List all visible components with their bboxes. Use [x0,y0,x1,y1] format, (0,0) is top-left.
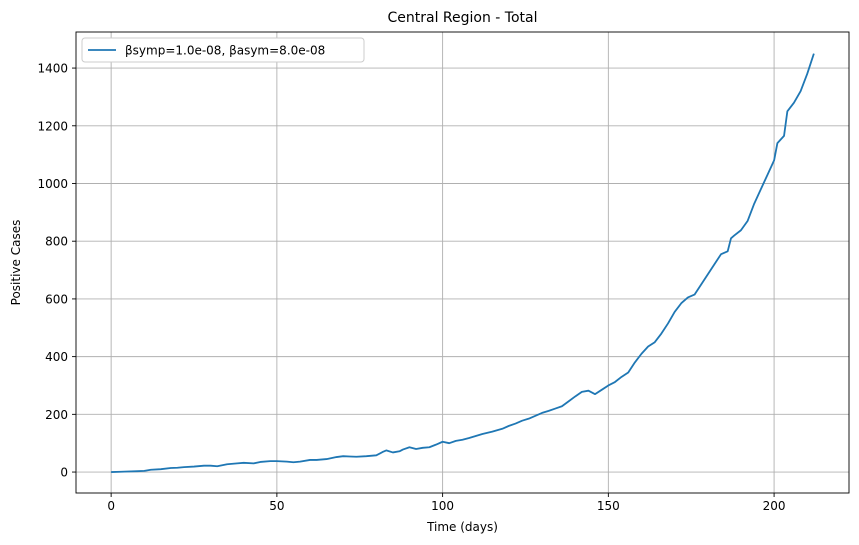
x-tick-label: 150 [597,499,620,513]
x-tick-label: 100 [431,499,454,513]
legend-box [81,37,365,63]
y-axis-label: Positive Cases [9,220,23,306]
legend: βsymp=1.0e-08, βasym=8.0e-08 [81,37,365,63]
y-tick-label: 200 [45,408,68,422]
y-tick-label: 1400 [37,62,68,76]
x-tick-label: 50 [269,499,284,513]
y-tick-label: 0 [60,466,68,480]
x-tick-label: 0 [107,499,115,513]
series-layer [111,53,815,473]
x-axis-label: Time (days) [426,520,498,534]
y-tick-label: 600 [45,292,68,306]
series-line [111,53,815,473]
y-tick-label: 400 [45,350,68,364]
legend-label: βsymp=1.0e-08, βasym=8.0e-08 [125,44,325,58]
x-tick-label: 200 [763,499,786,513]
y-tick-label: 1000 [37,177,68,191]
y-tick-label: 800 [45,235,68,249]
chart-title: Central Region - Total [387,10,537,26]
plot-frame [75,31,850,494]
y-tick-label: 1200 [37,119,68,133]
grid [76,32,849,493]
ticks: 0 50 100 150 200 0 200 400 600 800 1000 1200 1400 [37,62,785,513]
